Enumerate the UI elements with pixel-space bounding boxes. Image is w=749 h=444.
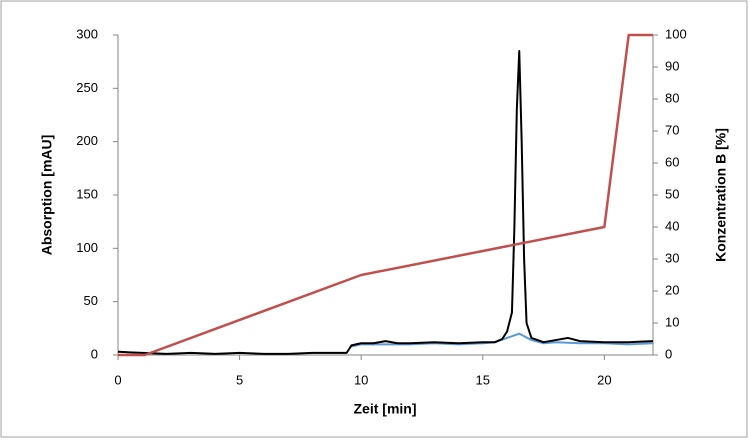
y-tick-label: 300 [76, 26, 98, 41]
y2-tick-label: 70 [665, 122, 679, 137]
y2-tick-label: 10 [665, 314, 679, 329]
x-tick-label: 10 [354, 372, 368, 387]
y2-tick-label: 0 [665, 346, 672, 361]
y2-tick-label: 40 [665, 218, 679, 233]
y2-tick-label: 30 [665, 250, 679, 265]
y-tick-label: 250 [76, 80, 98, 95]
x-tick-label: 20 [597, 372, 611, 387]
y2-tick-label: 20 [665, 282, 679, 297]
y2-tick-label: 80 [665, 90, 679, 105]
y2-tick-label: 90 [665, 58, 679, 73]
x-tick-label: 5 [236, 372, 243, 387]
y2-axis-label: Konzentration B [%] [713, 128, 729, 262]
y2-tick-label: 100 [665, 26, 687, 41]
x-tick-label: 15 [476, 372, 490, 387]
data-line [117, 50, 654, 355]
data-line [351, 332, 654, 348]
y-tick-label: 100 [76, 240, 98, 255]
y-tick-label: 50 [84, 293, 98, 308]
data-line [118, 33, 653, 357]
x-tick-label: 0 [114, 372, 121, 387]
y2-tick-label: 60 [665, 154, 679, 169]
y2-tick-label: 50 [665, 186, 679, 201]
y-axis-label: Absorption [mAU] [39, 135, 55, 256]
x-axis-label: Zeit [min] [354, 401, 417, 417]
y-tick-label: 150 [76, 186, 98, 201]
y-tick-label: 200 [76, 133, 98, 148]
y-tick-label: 0 [91, 346, 98, 361]
